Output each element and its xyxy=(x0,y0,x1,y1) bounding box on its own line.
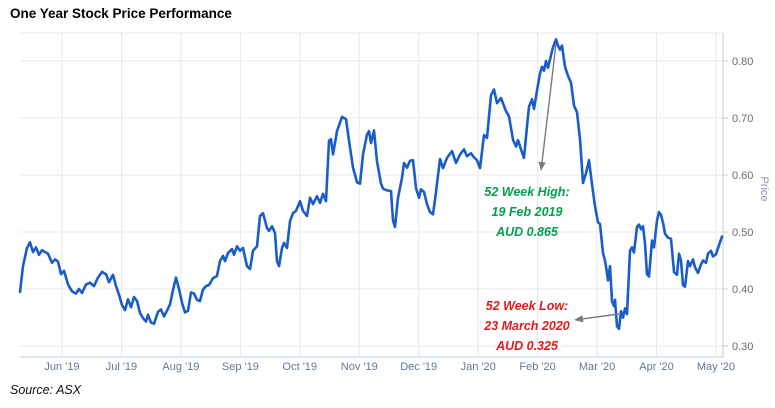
high-annotation-line2: 19 Feb 2019 xyxy=(492,205,563,219)
x-axis-label: Dec '19 xyxy=(400,361,437,373)
x-axis-label: Mar '20 xyxy=(579,361,615,373)
x-axis-label: Jan '20 xyxy=(461,361,496,373)
low-arrow xyxy=(582,313,620,320)
axes xyxy=(20,33,728,358)
y-axis-label: 0.70 xyxy=(732,113,753,125)
x-axis-label: Oct '19 xyxy=(283,361,318,373)
high-annotation-line3: AUD 0.865 xyxy=(495,225,559,239)
page-title: One Year Stock Price Performance xyxy=(10,6,232,21)
x-axis-label: Feb '20 xyxy=(519,361,555,373)
y-axis-label: 0.30 xyxy=(732,341,753,353)
x-axis-label: Aug '19 xyxy=(162,361,199,373)
low-annotation-line2: 23 March 2020 xyxy=(483,319,570,333)
low-arrow-head xyxy=(574,315,584,323)
x-axis-label: May '20 xyxy=(697,361,735,373)
high-annotation: 52 Week High: 19 Feb 2019 AUD 0.865 xyxy=(484,185,569,239)
gridlines xyxy=(20,32,723,357)
y-axis-label: 0.60 xyxy=(732,170,753,182)
y-axis-label: 0.50 xyxy=(732,227,753,239)
high-arrow-head xyxy=(538,161,546,171)
x-axis-label: Sep '19 xyxy=(222,361,259,373)
x-axis-label: Jul '19 xyxy=(106,361,137,373)
low-annotation-line3: AUD 0.325 xyxy=(495,339,559,353)
low-annotation: 52 Week Low: 23 March 2020 AUD 0.325 xyxy=(483,299,570,353)
price-line-series xyxy=(18,37,724,331)
y-axis-label: 0.40 xyxy=(732,284,753,296)
high-annotation-line1: 52 Week High: xyxy=(484,185,569,199)
high-arrow xyxy=(541,43,557,163)
y-axis-title: Price xyxy=(758,176,770,201)
low-annotation-line1: 52 Week Low: xyxy=(486,299,568,313)
x-axis-label: Nov '19 xyxy=(341,361,378,373)
source-note: Source: ASX xyxy=(10,383,82,397)
x-axis-label: Apr '20 xyxy=(639,361,674,373)
axis-labels: Jun '19 Jul '19 Aug '19 Sep '19 Oct '19 Nov '… xyxy=(44,56,753,373)
x-axis-label: Jun '19 xyxy=(44,361,79,373)
y-axis-label: 0.80 xyxy=(732,56,753,68)
price-line xyxy=(18,37,724,331)
annotation-arrows xyxy=(538,43,620,323)
